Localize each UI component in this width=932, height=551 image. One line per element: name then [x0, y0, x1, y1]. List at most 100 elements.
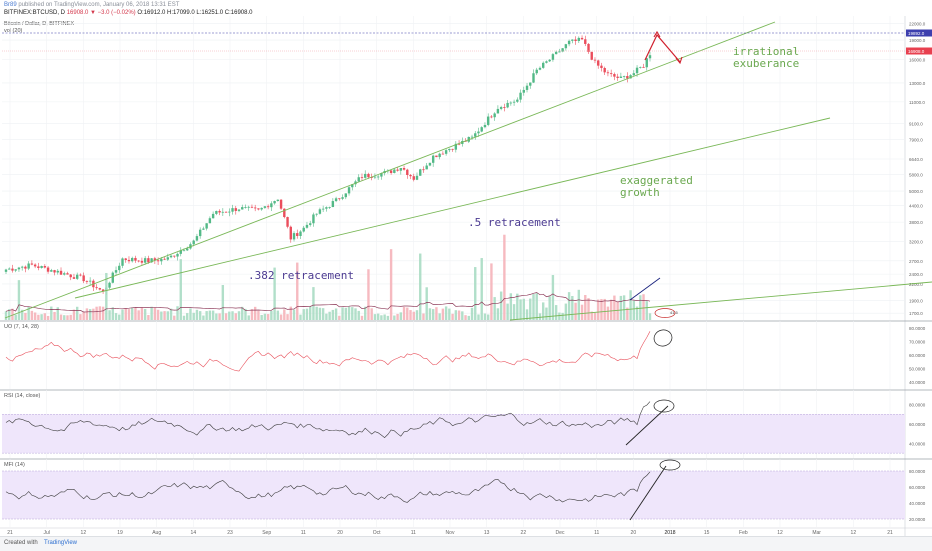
volume-bar — [425, 287, 428, 320]
volume-bar — [299, 314, 302, 320]
volume-bar — [428, 308, 432, 320]
volume-bar — [554, 305, 558, 320]
chart-canvas[interactable]: 22000.0 19000.0 16000.0 13000.0 11000.0 9100.… — [0, 0, 932, 536]
volume-bar — [163, 311, 166, 320]
time-tick-label: Dec — [556, 530, 565, 536]
volume-bar — [30, 310, 34, 320]
candle-body — [182, 250, 186, 252]
time-tick-label: 11 — [411, 530, 416, 536]
candle-body — [486, 116, 490, 125]
volume-bar — [237, 311, 241, 320]
price-tick-label: 5000.0 — [909, 189, 923, 194]
volume-bar — [14, 314, 17, 320]
volume-bar — [263, 313, 267, 320]
uo-tick-label: 40.0000 — [909, 380, 926, 385]
candle-body — [292, 233, 296, 240]
volume-bar — [574, 302, 577, 320]
volume-bar — [257, 310, 260, 320]
candle-body — [85, 281, 89, 282]
volume-bar — [241, 306, 244, 320]
candle-body — [431, 155, 435, 163]
volume-bar — [289, 306, 292, 320]
volume-bar — [396, 313, 399, 320]
time-tick-label: 11 — [301, 530, 306, 536]
candle-body — [538, 67, 542, 70]
volume-bar — [603, 298, 606, 320]
volume-bar — [266, 314, 270, 320]
volume-bar — [296, 262, 299, 320]
volume-bar — [635, 306, 639, 320]
volume-bar — [577, 289, 581, 320]
candle-body — [597, 60, 600, 66]
price-tick-label: 7900.0 — [909, 137, 923, 142]
volume-bar — [402, 306, 406, 320]
symbol-line: BITFINEX:BTCUSD, D 16908.0 ▼ −3.0 (−0.02… — [4, 10, 252, 16]
volume-bar — [131, 307, 134, 320]
candle-body — [571, 39, 574, 41]
volume-bar — [8, 309, 11, 320]
volume-bar — [160, 311, 163, 320]
candle-body — [40, 266, 43, 268]
candle-body — [289, 226, 292, 240]
volume-bar — [221, 285, 225, 320]
volume-bar — [59, 314, 63, 320]
candle-body — [46, 267, 50, 272]
time-tick-label: 14 — [191, 530, 197, 536]
candle-body — [558, 51, 561, 53]
volume-bar — [66, 315, 69, 320]
volume-bar — [561, 312, 564, 320]
candle-body — [33, 264, 37, 267]
candle-body — [635, 67, 639, 74]
volume-bar — [328, 311, 331, 320]
volume-bar — [205, 311, 208, 320]
candle-body — [600, 65, 603, 68]
candle-body — [451, 148, 454, 150]
candle-body — [480, 127, 483, 132]
volume-bar — [173, 315, 176, 320]
volume-bar — [82, 311, 85, 320]
candle-body — [121, 258, 124, 266]
publisher-line: Br89 published on TradingView.com, Janua… — [4, 2, 179, 8]
mfi-band — [2, 471, 905, 519]
price-tick-label: 2400.0 — [909, 272, 923, 277]
volume-bar — [412, 311, 415, 320]
time-tick-label: 19 — [117, 530, 123, 536]
volume-bar — [538, 313, 542, 320]
footer-brand-link[interactable]: TradingView — [44, 540, 78, 546]
candle-body — [587, 43, 590, 52]
candle-body — [228, 211, 231, 213]
candle-body — [331, 201, 335, 208]
annotation-exaggerated-growth: growth — [620, 186, 660, 199]
volume-bar — [519, 299, 522, 320]
volume-bar — [422, 313, 425, 320]
volume-bar — [147, 315, 150, 320]
candle-body — [616, 76, 619, 79]
candle-body — [409, 175, 412, 177]
candle-body — [276, 199, 280, 202]
candle-body — [88, 280, 92, 282]
volume-bar — [367, 269, 370, 320]
level-tag-label: 19892.0 — [908, 31, 925, 36]
candle-body — [561, 48, 564, 52]
publisher-name[interactable]: Br89 — [4, 2, 17, 8]
candle-body — [195, 236, 199, 241]
volume-bar — [302, 309, 305, 320]
candle-body — [567, 40, 571, 45]
candle-body — [163, 258, 166, 260]
volume-bar — [490, 263, 493, 320]
volume-bar — [438, 313, 441, 320]
candle-body — [153, 258, 157, 261]
candle-body — [231, 208, 234, 212]
candle-body — [548, 59, 551, 62]
candle-body — [257, 208, 260, 210]
rsi-band — [2, 414, 905, 454]
candle-body — [137, 260, 140, 262]
candle-body — [438, 153, 441, 158]
candle-body — [273, 201, 276, 204]
volume-bar — [253, 306, 257, 320]
level-tag — [906, 29, 932, 37]
time-tick-label: 22 — [521, 530, 527, 536]
volume-bar — [545, 307, 548, 320]
candle-body — [147, 258, 150, 263]
volume-bar — [499, 291, 503, 320]
